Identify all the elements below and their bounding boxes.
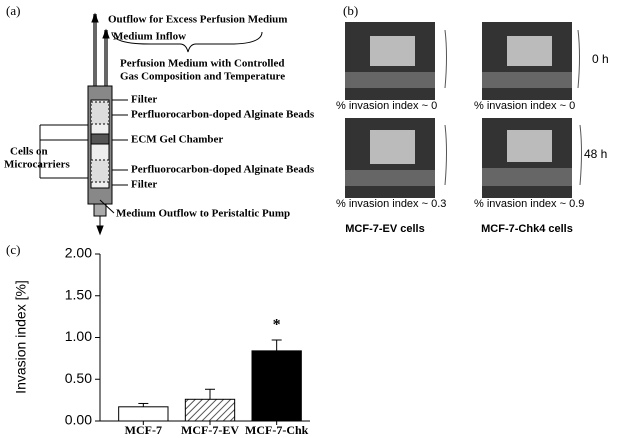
panel-label: (a) (6, 3, 20, 18)
diagram-label: Microcarriers (4, 159, 70, 171)
diagram-label: Perfluorocarbon-doped Alginate Beads (131, 164, 315, 176)
y-tick-label: 0.50 (65, 370, 92, 386)
diagram-label: Cells on (10, 146, 48, 158)
cell-label: MCF-7-EV cells (345, 223, 424, 235)
y-tick-label: 0.00 (65, 412, 92, 428)
diagram-label: Medium Outflow to Peristaltic Pump (116, 208, 290, 220)
bar (251, 350, 302, 422)
y-axis-title: Invasion index [%] (13, 280, 29, 394)
x-tick-label: MCF-7 (125, 423, 162, 437)
time-label: 0 h (592, 52, 609, 66)
diagram-label: Filter (131, 94, 157, 106)
y-tick-label: 1.00 (65, 328, 92, 344)
diagram-label: Gas Composition and Temperature (120, 71, 285, 83)
diagram-label: Perfusion Medium with Controlled (120, 58, 285, 70)
caption: % invasion index ~ 0.3 (336, 198, 446, 210)
micrographs (345, 22, 582, 198)
bar (118, 406, 169, 422)
panel-label: (c) (6, 242, 20, 257)
panel-label: (b) (343, 3, 358, 18)
time-label: 48 h (584, 147, 607, 161)
cell-label: MCF-7-Chk4 cells (481, 223, 573, 235)
diagram-label: Perfluorocarbon-doped Alginate Beads (131, 109, 315, 121)
x-tick-label: MCF-7-Chk (245, 423, 309, 437)
x-tick-label: MCF-7-EV (181, 423, 239, 437)
diagram-label: Medium Inflow (113, 31, 186, 43)
caption: % invasion index ~ 0 (336, 100, 437, 112)
caption: % invasion index ~ 0.9 (474, 198, 584, 210)
caption: % invasion index ~ 0 (474, 100, 575, 112)
diagram-label: Outflow for Excess Perfusion Medium (108, 14, 287, 26)
y-tick-label: 1.50 (65, 286, 92, 302)
diagram-label: ECM Gel Chamber (131, 134, 223, 146)
bar (184, 398, 236, 422)
diagram-label: Filter (131, 179, 157, 191)
significance-mark: * (273, 317, 281, 334)
y-tick-label: 2.00 (65, 245, 92, 261)
reactor-diagram (39, 12, 263, 236)
